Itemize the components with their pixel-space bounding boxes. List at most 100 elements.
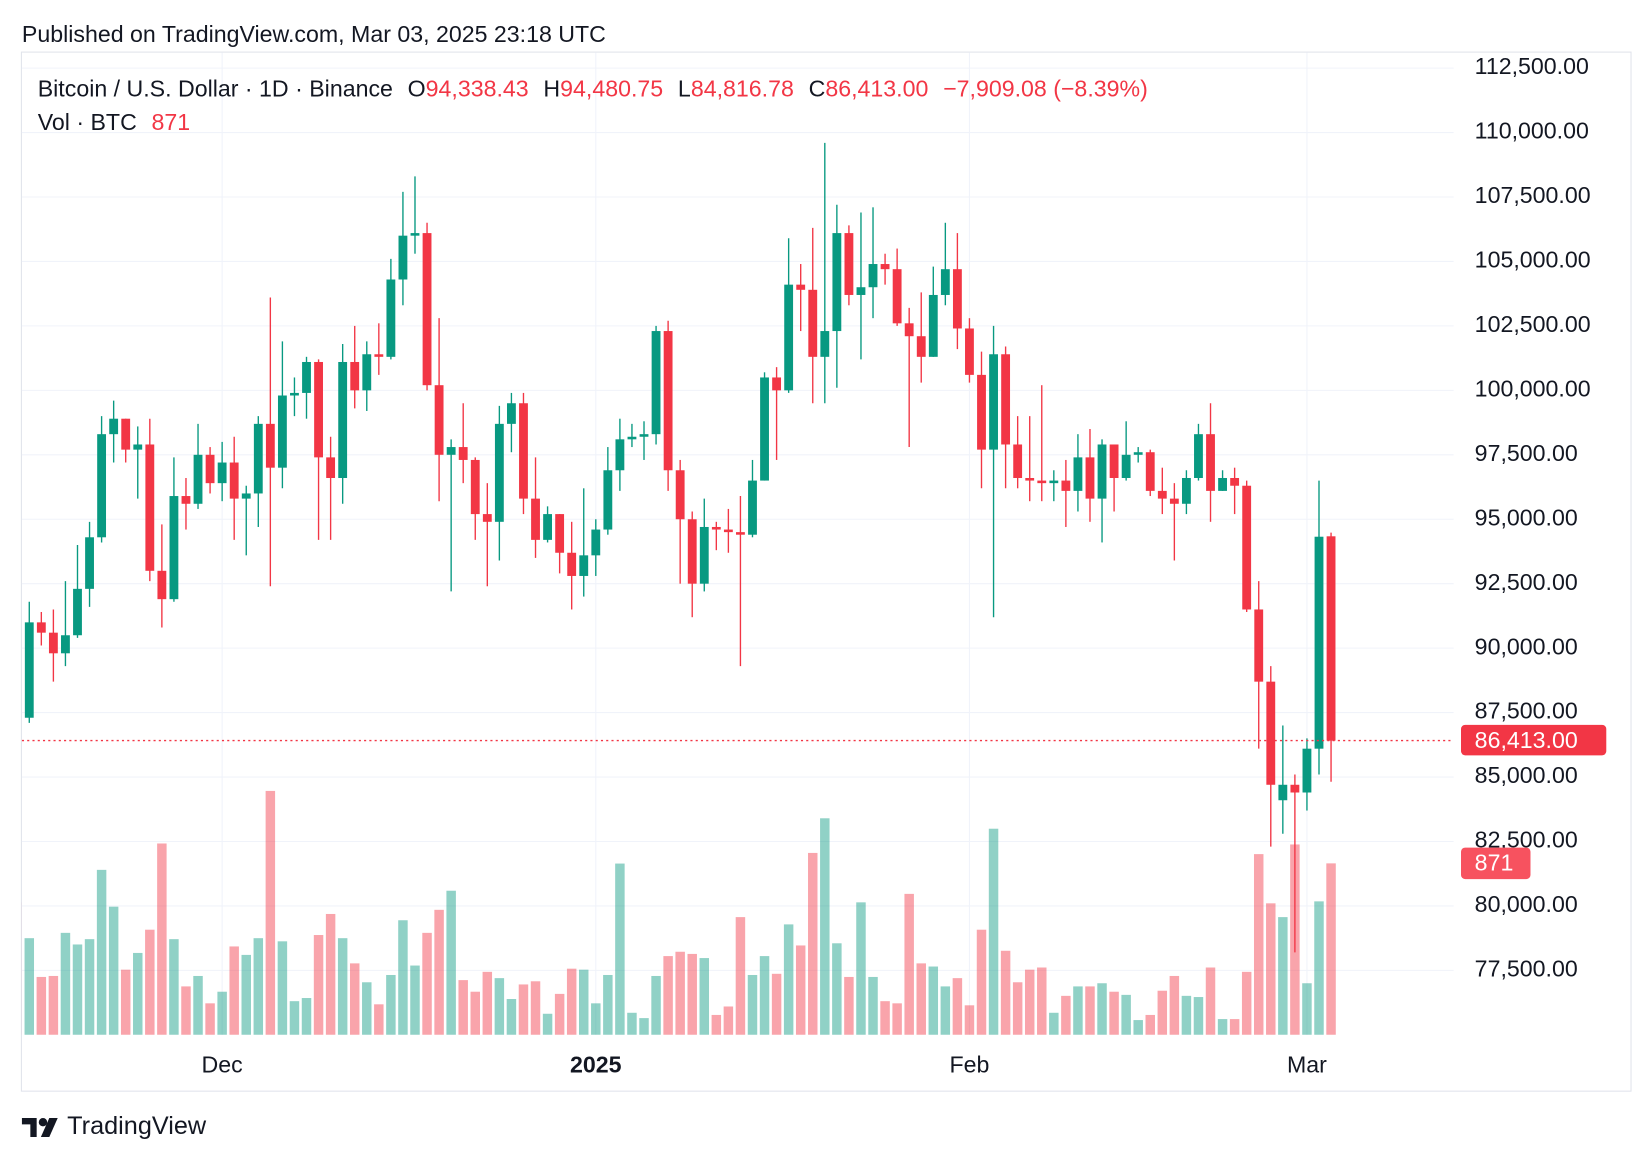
volume-bar [169, 939, 179, 1035]
candle-body [277, 395, 287, 468]
volume-bar [1278, 917, 1288, 1035]
candle-body [193, 454, 203, 504]
volume-title: Vol · BTC [38, 109, 137, 135]
candle-body [24, 622, 34, 718]
candle-body [374, 354, 384, 357]
candle-body [482, 514, 492, 522]
candle-body [1001, 354, 1011, 445]
volume-bar [892, 1003, 902, 1035]
candle-body [97, 434, 107, 538]
legend-key: H [543, 76, 560, 102]
volume-bar [1217, 1019, 1228, 1035]
candle-body [1314, 536, 1324, 749]
candle-body [856, 287, 866, 295]
candle-body [1254, 609, 1264, 682]
volume-bar [952, 978, 963, 1035]
volume-bar [518, 984, 529, 1035]
candle-body [145, 444, 155, 571]
volume-bar [627, 1012, 637, 1035]
volume-bar [1109, 991, 1119, 1035]
volume-bar [1012, 982, 1023, 1035]
price-pane [24, 142, 1336, 953]
volume-bar [494, 978, 505, 1035]
volume-bar [916, 963, 926, 1035]
candle-body [350, 361, 360, 391]
candle-body [290, 392, 299, 396]
y-tick-label: 107,500.00 [1475, 182, 1591, 208]
y-tick-label: 102,500.00 [1475, 311, 1591, 337]
volume-bar [1229, 1019, 1240, 1035]
volume-bar [1049, 1012, 1059, 1035]
candle-body [808, 289, 818, 357]
candle-body [205, 454, 215, 484]
candle-body [977, 374, 986, 450]
volume-bar [856, 902, 866, 1035]
candle-body [229, 462, 239, 499]
volume-bar [1169, 975, 1180, 1035]
volume-bar [1326, 863, 1336, 1035]
candle-body [61, 635, 70, 654]
candle-body [1025, 477, 1035, 481]
volume-bar [289, 1001, 300, 1035]
volume-bar [60, 932, 71, 1035]
candle-body [1157, 490, 1167, 499]
candle-body [265, 423, 275, 468]
volume-bar [1241, 971, 1252, 1035]
volume-bar [542, 1013, 553, 1035]
candle-body [1181, 477, 1191, 504]
candle-body [1169, 498, 1179, 504]
chart-frame [20, 51, 1632, 1092]
volume-bar [1314, 901, 1324, 1035]
candle-body [627, 436, 637, 440]
candle-body [446, 447, 456, 455]
volume-tag [1461, 847, 1531, 880]
y-tick-label: 105,000.00 [1475, 247, 1591, 273]
candle-body [784, 284, 794, 391]
candle-body [567, 552, 577, 576]
volume-bar [313, 935, 324, 1035]
candle-body [892, 269, 902, 324]
candle-body [531, 498, 540, 540]
candle-body [675, 470, 685, 520]
volume-bar [241, 954, 251, 1035]
volume-bar [783, 924, 794, 1035]
volume-bar [193, 975, 203, 1035]
volume-bar [795, 945, 806, 1035]
candle-body [1133, 452, 1143, 455]
candle-body [1097, 444, 1107, 499]
candle-body [458, 447, 468, 460]
volume-bar [470, 991, 480, 1035]
y-tick-label: 92,500.00 [1475, 569, 1578, 595]
candle-body [1266, 681, 1276, 785]
candle-body [314, 361, 323, 458]
candle-body [796, 284, 806, 290]
x-tick-label: Feb [949, 1052, 989, 1078]
volume-bar [133, 952, 143, 1035]
volume-bar [928, 966, 939, 1035]
legend-key: L [678, 76, 691, 102]
candle-body [832, 233, 842, 332]
volume-bar [362, 982, 372, 1035]
volume-bar [205, 1003, 215, 1035]
candle-body [591, 529, 601, 556]
candle-body [241, 493, 251, 499]
candle-body [555, 514, 565, 553]
candle-body [928, 294, 938, 357]
candle-body [109, 418, 119, 435]
volume-bar [699, 958, 710, 1035]
y-tick-label: 95,000.00 [1475, 504, 1578, 530]
volume-bar [157, 843, 167, 1035]
candle-body [880, 264, 890, 270]
volume-bar [386, 974, 396, 1035]
published-line: Published on TradingView.com, Mar 03, 20… [22, 21, 606, 47]
volume-bar [566, 968, 577, 1035]
candle-body [1073, 457, 1083, 491]
candle-body [253, 423, 263, 494]
candle-body [1109, 444, 1119, 478]
volume-bar [265, 790, 276, 1035]
candle-body [1290, 784, 1300, 793]
volume-bar [711, 1014, 722, 1035]
legend-key: C [809, 76, 826, 102]
candle-body [1194, 434, 1203, 478]
